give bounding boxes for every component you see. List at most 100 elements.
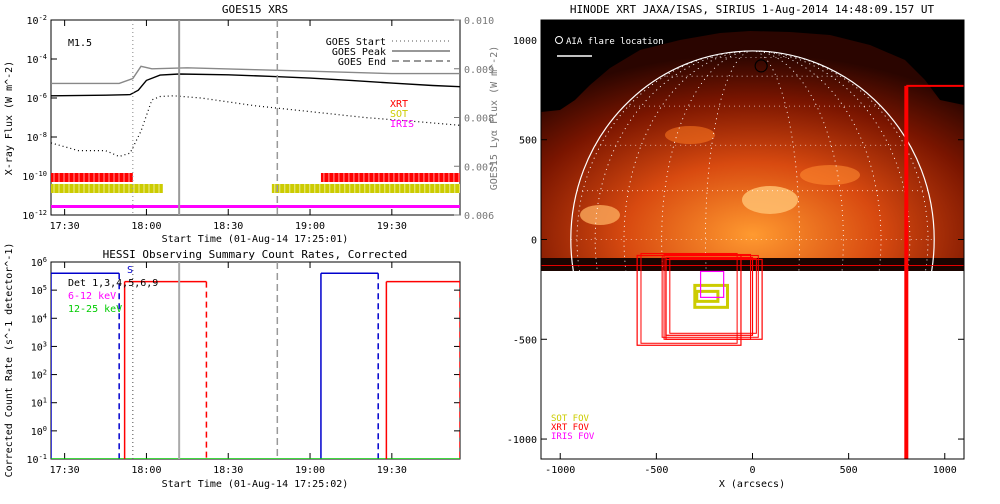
xrt-heliographic-grid xyxy=(570,50,935,271)
hessi-legend-6-12: 6-12 keV xyxy=(68,291,116,302)
xrt-ytick-label: 1000 xyxy=(513,36,537,47)
sot-fov-box xyxy=(695,289,720,303)
goes-ytick-label: 10-10 xyxy=(22,170,47,183)
xrt-xtick-label: 0 xyxy=(749,465,755,476)
goes-panel: GOES15 XRS 17:30 18:00 18:30 19:00 19:30 10-2… xyxy=(4,3,500,245)
xrt-flare-legend: AIA flare location xyxy=(555,36,664,57)
goes-ytick-label: 10-6 xyxy=(27,92,47,105)
hessi-ytick-label: 100 xyxy=(31,425,47,438)
goes-ylabel-right: GOES15 Lyα Flux (W m^-2) xyxy=(489,46,500,191)
goes-legend: GOES Start GOES Peak GOES End xyxy=(326,37,450,68)
hessi-ytick-label: 105 xyxy=(31,284,47,297)
sot-fov-box xyxy=(693,283,730,309)
xrt-axes: -1000 -500 0 500 1000 1000 500 0 -500 -1000 xyxy=(507,20,964,476)
xrt-flare-location-marker xyxy=(754,59,768,73)
xrt-fov-legend: SOT FOV XRT FOV IRIS FOV xyxy=(551,414,595,442)
xrt-panel: HINODE XRT JAXA/ISAS, SIRIUS 1-Aug-2014 … xyxy=(507,3,965,490)
hessi-xlabel: Start Time (01-Aug-14 17:25:02) xyxy=(162,479,349,490)
xrt-ytick-label: 0 xyxy=(531,236,537,247)
hessi-ytick-label: 103 xyxy=(31,340,47,353)
hessi-ytick-label: 104 xyxy=(31,312,47,325)
goes-xtick-label: 17:30 xyxy=(50,221,80,232)
goes-sot-coverage xyxy=(271,184,460,193)
xrt-fov-box xyxy=(663,253,752,340)
goes-xtick-label: 19:00 xyxy=(295,221,325,232)
goes-ytick-right-label: 0.008 xyxy=(464,114,494,125)
hessi-ytick-label: 101 xyxy=(31,397,47,410)
hessi-xtick-label: 18:30 xyxy=(213,465,243,476)
xrt-fov-box xyxy=(669,257,757,334)
xrt-active-region-1 xyxy=(742,186,798,214)
hessi-plot-area xyxy=(51,262,460,459)
goes-xtick-label: 18:30 xyxy=(213,221,243,232)
goes-flare-class: M1.5 xyxy=(68,38,92,49)
goes-iris-coverage xyxy=(51,205,460,208)
xrt-xtick-label: 1000 xyxy=(933,465,957,476)
hessi-xtick-label: 19:30 xyxy=(377,465,407,476)
goes-ytick-right-label: 0.009 xyxy=(464,65,494,76)
hessi-axes: 17:30 18:00 18:30 19:00 19:30 106 105 104 103 102… xyxy=(27,256,460,476)
hessi-legend-det: Det 1,3,4,5,6,9 xyxy=(68,278,158,289)
hessi-panel: HESSI Observing Summary Count Rates, Cor… xyxy=(4,243,461,490)
hessi-title: HESSI Observing Summary Count Rates, Cor… xyxy=(103,248,408,261)
xrt-overlay xyxy=(541,59,964,459)
goes-ytick-label: 10-4 xyxy=(27,53,47,66)
xrt-xtick-label: -500 xyxy=(644,465,668,476)
hessi-ytick-label: 106 xyxy=(31,256,47,269)
xrt-image-offdisk-dark xyxy=(541,20,964,112)
xrt-xtick-label: -1000 xyxy=(545,465,575,476)
hessi-ytick-label: 102 xyxy=(31,369,47,382)
goes-xrt-coverage xyxy=(320,173,460,182)
xrt-active-region-3 xyxy=(800,165,860,185)
goes-ytick-right-label: 0.007 xyxy=(464,162,494,173)
goes-ytick-right-label: 0.006 xyxy=(464,211,494,222)
xrt-grid-longitude xyxy=(705,50,800,271)
xrt-ytick-label: -1000 xyxy=(507,435,537,446)
goes-legend-start-label: GOES Start xyxy=(326,37,386,48)
xrt-legend-sot: SOT FOV xyxy=(551,414,590,424)
xrt-ytick-label: 500 xyxy=(519,136,537,147)
goes-legend-end-label: GOES End xyxy=(338,57,386,68)
xrt-active-region-2 xyxy=(580,205,620,225)
xrt-image-data xyxy=(541,30,964,271)
xrt-grid-longitude xyxy=(576,50,929,271)
goes-plot-area xyxy=(51,20,460,215)
goes-axes: 17:30 18:00 18:30 19:00 19:30 10-2 10-4 10-6 10-… xyxy=(22,14,494,232)
goes-series-goes-long xyxy=(51,73,460,97)
hessi-marker-s: S xyxy=(127,265,133,276)
goes-legend-peak-label: GOES Peak xyxy=(332,47,386,58)
goes-xtick-label: 18:00 xyxy=(131,221,161,232)
goes-label-xrt: XRT xyxy=(390,99,408,110)
goes-ytick-label: 10-12 xyxy=(22,209,47,222)
goes-series-goes-short xyxy=(51,95,460,158)
goes-xlabel: Start Time (01-Aug-14 17:25:01) xyxy=(162,234,349,245)
xrt-legend-xrt: XRT FOV xyxy=(551,423,590,433)
hessi-legend-12-25: 12-25 keV xyxy=(68,304,122,315)
goes-ytick-label: 10-8 xyxy=(27,131,47,144)
xrt-legend-iris: IRIS FOV xyxy=(551,432,595,442)
xrt-xlabel: X (arcsecs) xyxy=(719,479,785,490)
goes-title: GOES15 XRS xyxy=(222,3,288,16)
xrt-fov-box xyxy=(665,256,754,336)
xrt-grid-longitude xyxy=(661,50,844,271)
hessi-ylabel: Corrected Count Rate (s^-1 detector^-1) xyxy=(4,243,15,478)
xrt-image xyxy=(541,20,964,459)
hessi-xtick-label: 17:30 xyxy=(50,465,80,476)
goes-ylabel-left: X-ray Flux (W m^-2) xyxy=(4,61,15,175)
goes-xtick-label: 19:30 xyxy=(377,221,407,232)
xrt-ytick-label: -500 xyxy=(513,335,537,346)
goes-label-sot: SOT xyxy=(390,109,408,120)
xrt-title: HINODE XRT JAXA/ISAS, SIRIUS 1-Aug-2014 … xyxy=(570,3,935,16)
goes-label-iris: IRIS xyxy=(390,119,414,130)
goes-ytick-label: 10-2 xyxy=(27,14,47,27)
xrt-fov-box xyxy=(661,254,759,338)
xrt-xtick-label: 500 xyxy=(840,465,858,476)
goes-xrt-coverage xyxy=(51,173,133,182)
iris-fov-box xyxy=(699,270,725,298)
hessi-xtick-label: 18:00 xyxy=(131,465,161,476)
xrt-flare-marker-icon xyxy=(555,36,563,44)
goes-ytick-right-label: 0.010 xyxy=(464,16,494,27)
hessi-xtick-label: 19:00 xyxy=(295,465,325,476)
hessi-legend: Det 1,3,4,5,6,9 6-12 keV 12-25 keV S xyxy=(68,265,158,315)
xrt-grid-longitude xyxy=(594,50,911,271)
